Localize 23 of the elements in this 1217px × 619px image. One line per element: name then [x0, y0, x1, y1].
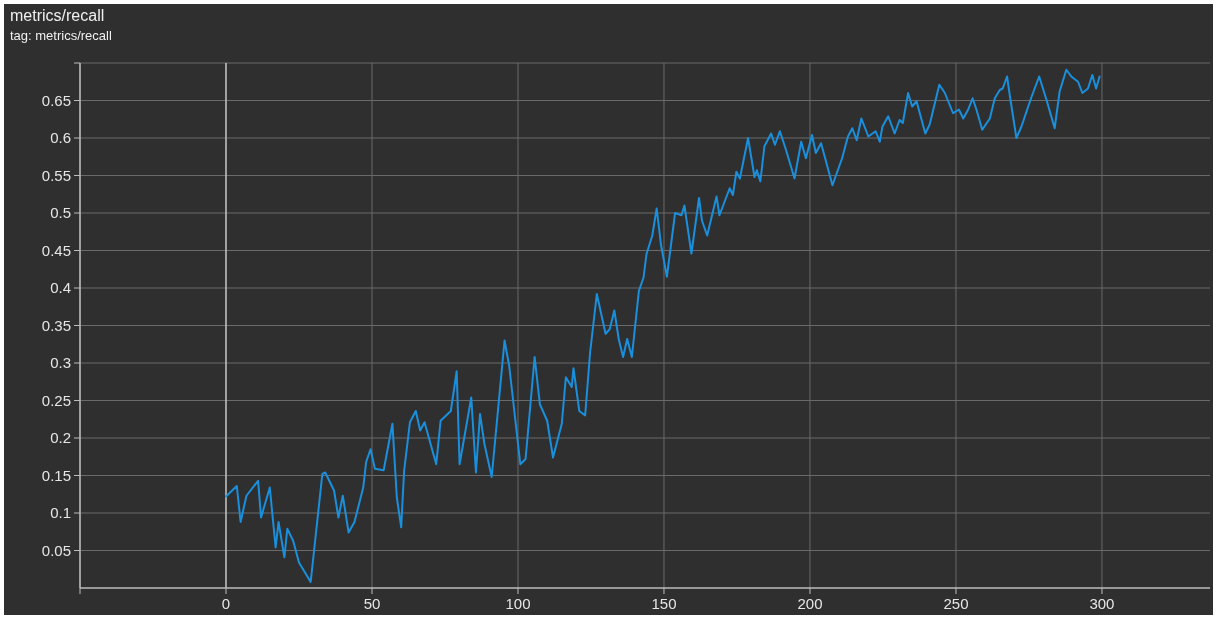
y-tick-label: 0.5	[50, 204, 71, 222]
y-tick-label: 0.2	[50, 429, 71, 447]
line-series	[225, 68, 1101, 583]
x-tick-label: 150	[651, 595, 677, 612]
x-tick-label: 200	[797, 595, 823, 612]
y-tick-label: 0.6	[50, 129, 71, 147]
y-tick-label: 0.15	[41, 466, 71, 484]
y-tick-label: 0.65	[41, 91, 71, 109]
y-tick-label: 0.4	[50, 279, 71, 297]
y-tick-label: 0.35	[41, 316, 71, 334]
y-tick-label: 0.1	[50, 504, 71, 522]
x-tick-label: 300	[1089, 595, 1115, 612]
x-tick-label: 250	[943, 595, 969, 612]
y-tick-label: 0.3	[50, 354, 71, 372]
y-tick-label: 0.45	[41, 241, 71, 259]
chart-title: metrics/recall	[10, 7, 105, 24]
x-tick-label: 0	[221, 595, 231, 612]
y-tick-label: 0.55	[41, 166, 71, 184]
x-tick-label: 50	[363, 595, 381, 612]
chart-subtitle: tag: metrics/recall	[10, 28, 112, 43]
x-tick-label: 100	[505, 595, 531, 612]
y-tick-label: 0.25	[41, 391, 71, 409]
y-tick-label: 0.05	[41, 541, 71, 559]
